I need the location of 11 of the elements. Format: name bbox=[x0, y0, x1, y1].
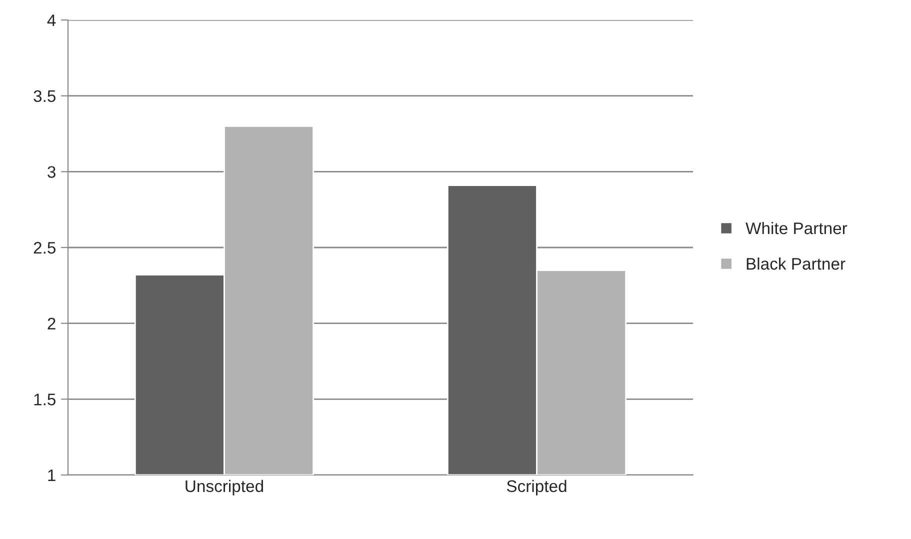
y-tick-label: 3 bbox=[48, 166, 56, 178]
y-tick-label: 3.5 bbox=[34, 90, 56, 102]
y-tick-label: 1 bbox=[48, 470, 56, 482]
y-tick-label: 2 bbox=[48, 318, 56, 330]
legend-label: White Partner bbox=[746, 222, 848, 234]
legend-label: Black Partner bbox=[746, 258, 846, 270]
y-tick-label: 1.5 bbox=[34, 394, 56, 406]
x-tick-label: Scripted bbox=[506, 480, 566, 496]
y-tick-label: 4 bbox=[47, 14, 56, 26]
x-tick-label: Unscripted bbox=[186, 480, 264, 496]
y-tick-label: 2.5 bbox=[34, 242, 56, 254]
